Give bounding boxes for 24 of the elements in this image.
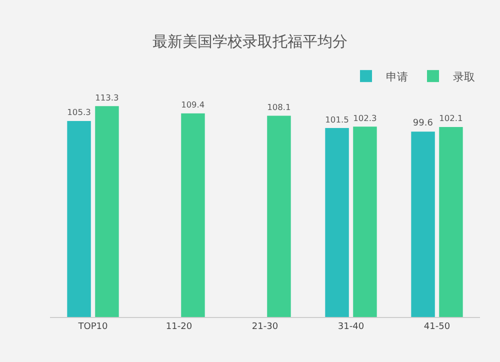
data-label: 108.1 [267, 102, 291, 112]
data-label: 101.5 [325, 114, 349, 124]
x-tick-label: 41-50 [424, 322, 450, 332]
x-tick-label: TOP10 [77, 322, 108, 332]
data-label: 105.3 [67, 107, 91, 118]
x-tick-label: 31-40 [338, 322, 364, 332]
x-tick-label: 21-30 [252, 322, 278, 332]
legend-label: 申请 [386, 70, 408, 84]
bar [439, 126, 463, 317]
bar [181, 113, 205, 317]
bar [325, 128, 349, 317]
bar [411, 132, 435, 317]
bar [67, 120, 91, 317]
x-tick-label: 11-20 [166, 322, 192, 332]
data-label: 102.1 [439, 113, 463, 124]
chart-title: 最新美国学校录取托福平均分 [152, 32, 348, 51]
bar [95, 106, 119, 317]
data-label: 99.6 [412, 118, 434, 129]
data-label: 109.4 [181, 100, 205, 110]
bar [353, 126, 377, 317]
data-label: 102.3 [353, 112, 377, 123]
bar [267, 116, 291, 317]
legend-label: 录取 [453, 70, 475, 84]
data-label: 113.3 [95, 92, 119, 102]
